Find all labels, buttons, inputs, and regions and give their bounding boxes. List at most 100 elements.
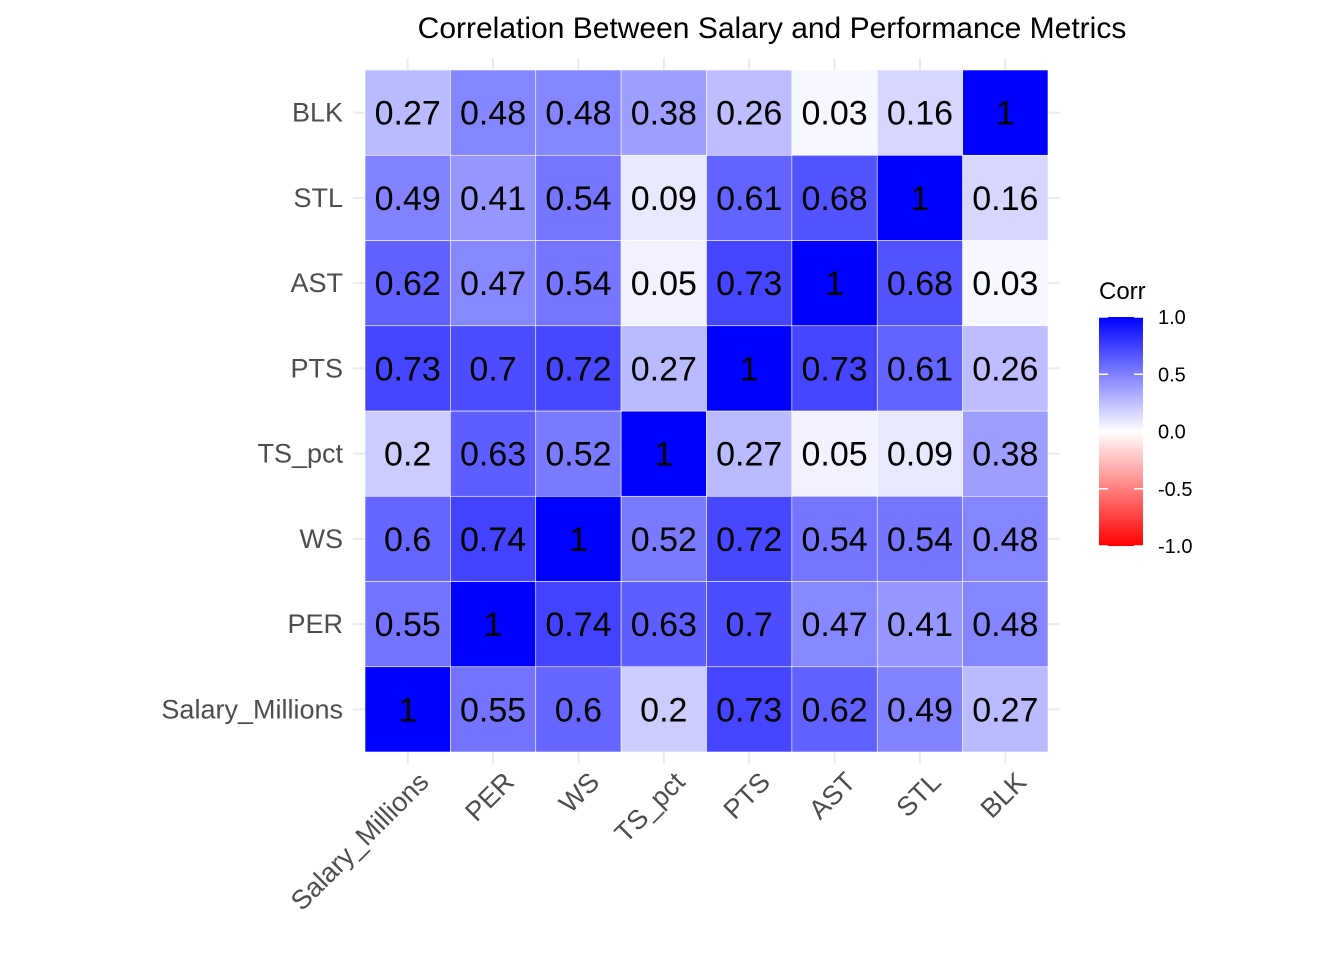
heatmap-cell bbox=[876, 495, 963, 582]
cell-value-label: 0.48 bbox=[460, 95, 526, 133]
y-axis: Salary_Millions PER WS TS_pct PTS AST STL BLK bbox=[161, 98, 343, 725]
cell-value-label: 0.09 bbox=[887, 436, 953, 474]
heatmap-cell bbox=[535, 325, 622, 412]
cell-value-label: 0.48 bbox=[545, 95, 611, 133]
cell-value-label: 0.68 bbox=[801, 180, 867, 218]
cell-value-label: 1 bbox=[484, 606, 503, 644]
cell-value-label: 0.41 bbox=[460, 180, 526, 218]
x-tick-label: AST bbox=[803, 767, 861, 825]
heatmap-cell bbox=[791, 69, 878, 156]
cell-value-label: 1 bbox=[740, 350, 759, 388]
cell-value-label: 0.05 bbox=[801, 436, 867, 474]
chart-title: Correlation Between Salary and Performan… bbox=[418, 12, 1127, 45]
heatmap-cell bbox=[962, 240, 1049, 327]
heatmap-cell bbox=[535, 495, 622, 582]
cell-value-label: 1 bbox=[910, 180, 929, 218]
legend-title: Corr bbox=[1099, 278, 1146, 305]
x-axis: Salary_Millions PER WS TS_pct PTS AST STL BLK bbox=[285, 766, 1032, 916]
heatmap-cell bbox=[620, 581, 707, 668]
cell-value-label: 0.41 bbox=[887, 606, 953, 644]
heatmap-cell bbox=[450, 495, 537, 582]
heatmap-cell bbox=[962, 666, 1049, 753]
cell-value-label: 0.62 bbox=[801, 691, 867, 729]
heatmap-cell bbox=[535, 666, 622, 753]
y-tick-label: PTS bbox=[290, 353, 343, 383]
cell-value-label: 0.61 bbox=[887, 350, 953, 388]
heatmap-cell bbox=[962, 581, 1049, 668]
x-tick-label: WS bbox=[553, 767, 605, 819]
heatmap-cell bbox=[876, 581, 963, 668]
cell-value-label: 0.61 bbox=[716, 180, 782, 218]
heatmap-cell bbox=[876, 240, 963, 327]
cell-value-label: 0.73 bbox=[716, 691, 782, 729]
cell-value-label: 0.26 bbox=[716, 95, 782, 133]
cell-value-label: 0.74 bbox=[460, 521, 526, 559]
heatmap-cell bbox=[962, 154, 1049, 241]
cell-value-label: 0.47 bbox=[801, 606, 867, 644]
heatmap-cell bbox=[876, 410, 963, 497]
cell-value-label: 0.2 bbox=[384, 436, 431, 474]
heatmap-cell bbox=[791, 581, 878, 668]
cell-value-label: 1 bbox=[654, 436, 673, 474]
x-tick-label: STL bbox=[891, 767, 947, 823]
heatmap-cell bbox=[620, 240, 707, 327]
x-tick-label: Salary_Millions bbox=[285, 767, 435, 917]
heatmap-cell bbox=[535, 581, 622, 668]
cell-value-label: 0.48 bbox=[972, 606, 1038, 644]
heatmap-cell bbox=[876, 154, 963, 241]
x-tick-label: PER bbox=[459, 767, 519, 827]
heatmap-cell bbox=[450, 581, 537, 668]
heatmap-cell bbox=[450, 325, 537, 412]
cell-value-label: 0.27 bbox=[716, 436, 782, 474]
heatmap-cell bbox=[535, 240, 622, 327]
cell-value-label: 0.27 bbox=[972, 691, 1038, 729]
cell-value-label: 0.52 bbox=[631, 521, 697, 559]
heatmap-cell bbox=[791, 495, 878, 582]
x-tick-label: PTS bbox=[718, 767, 776, 825]
heatmap-cell bbox=[706, 495, 793, 582]
heatmap-cell bbox=[876, 325, 963, 412]
cell-value-label: 0.48 bbox=[972, 521, 1038, 559]
heatmap-cell bbox=[620, 69, 707, 156]
cell-value-label: 0.47 bbox=[460, 265, 526, 303]
y-tick-label: AST bbox=[290, 268, 343, 298]
cell-value-label: 0.09 bbox=[631, 180, 697, 218]
cell-value-label: 0.68 bbox=[887, 265, 953, 303]
heatmap-cell bbox=[706, 581, 793, 668]
heatmap-cell bbox=[706, 240, 793, 327]
cell-value-label: 0.72 bbox=[716, 521, 782, 559]
cell-value-label: 0.03 bbox=[801, 95, 867, 133]
y-tick-label: Salary_Millions bbox=[161, 694, 343, 724]
legend: Corr 1.0 0.5 0.0 -0.5 -1.0 bbox=[1099, 278, 1192, 558]
heatmap-cell bbox=[791, 325, 878, 412]
heatmap-cell bbox=[620, 154, 707, 241]
cell-value-label: 0.63 bbox=[631, 606, 697, 644]
x-tick-label: BLK bbox=[975, 767, 1032, 824]
cell-value-label: 1 bbox=[569, 521, 588, 559]
x-tick-label: TS_pct bbox=[609, 766, 691, 848]
cell-value-label: 0.26 bbox=[972, 350, 1038, 388]
cell-value-label: 0.16 bbox=[887, 95, 953, 133]
cell-value-label: 0.54 bbox=[801, 521, 867, 559]
cell-value-label: 0.62 bbox=[375, 265, 441, 303]
cell-value-label: 0.27 bbox=[631, 350, 697, 388]
cell-value-label: 0.54 bbox=[545, 265, 611, 303]
legend-tick-label: -0.5 bbox=[1158, 479, 1192, 501]
y-tick-label: WS bbox=[300, 524, 344, 554]
heatmap-cell bbox=[364, 495, 451, 582]
heatmap-cell bbox=[364, 666, 451, 753]
cell-value-label: 0.7 bbox=[726, 606, 773, 644]
heatmap-cell bbox=[620, 410, 707, 497]
heatmap-cell bbox=[791, 666, 878, 753]
heatmap-cell bbox=[962, 410, 1049, 497]
heatmap-cell bbox=[450, 154, 537, 241]
heatmap-cell bbox=[791, 154, 878, 241]
cell-value-label: 0.49 bbox=[887, 691, 953, 729]
legend-tick-label: 0.0 bbox=[1158, 422, 1186, 444]
heatmap-cell bbox=[364, 69, 451, 156]
cell-value-label: 0.54 bbox=[545, 180, 611, 218]
cell-value-label: 0.03 bbox=[972, 265, 1038, 303]
cell-value-label: 0.7 bbox=[469, 350, 516, 388]
cell-value-label: 0.73 bbox=[801, 350, 867, 388]
